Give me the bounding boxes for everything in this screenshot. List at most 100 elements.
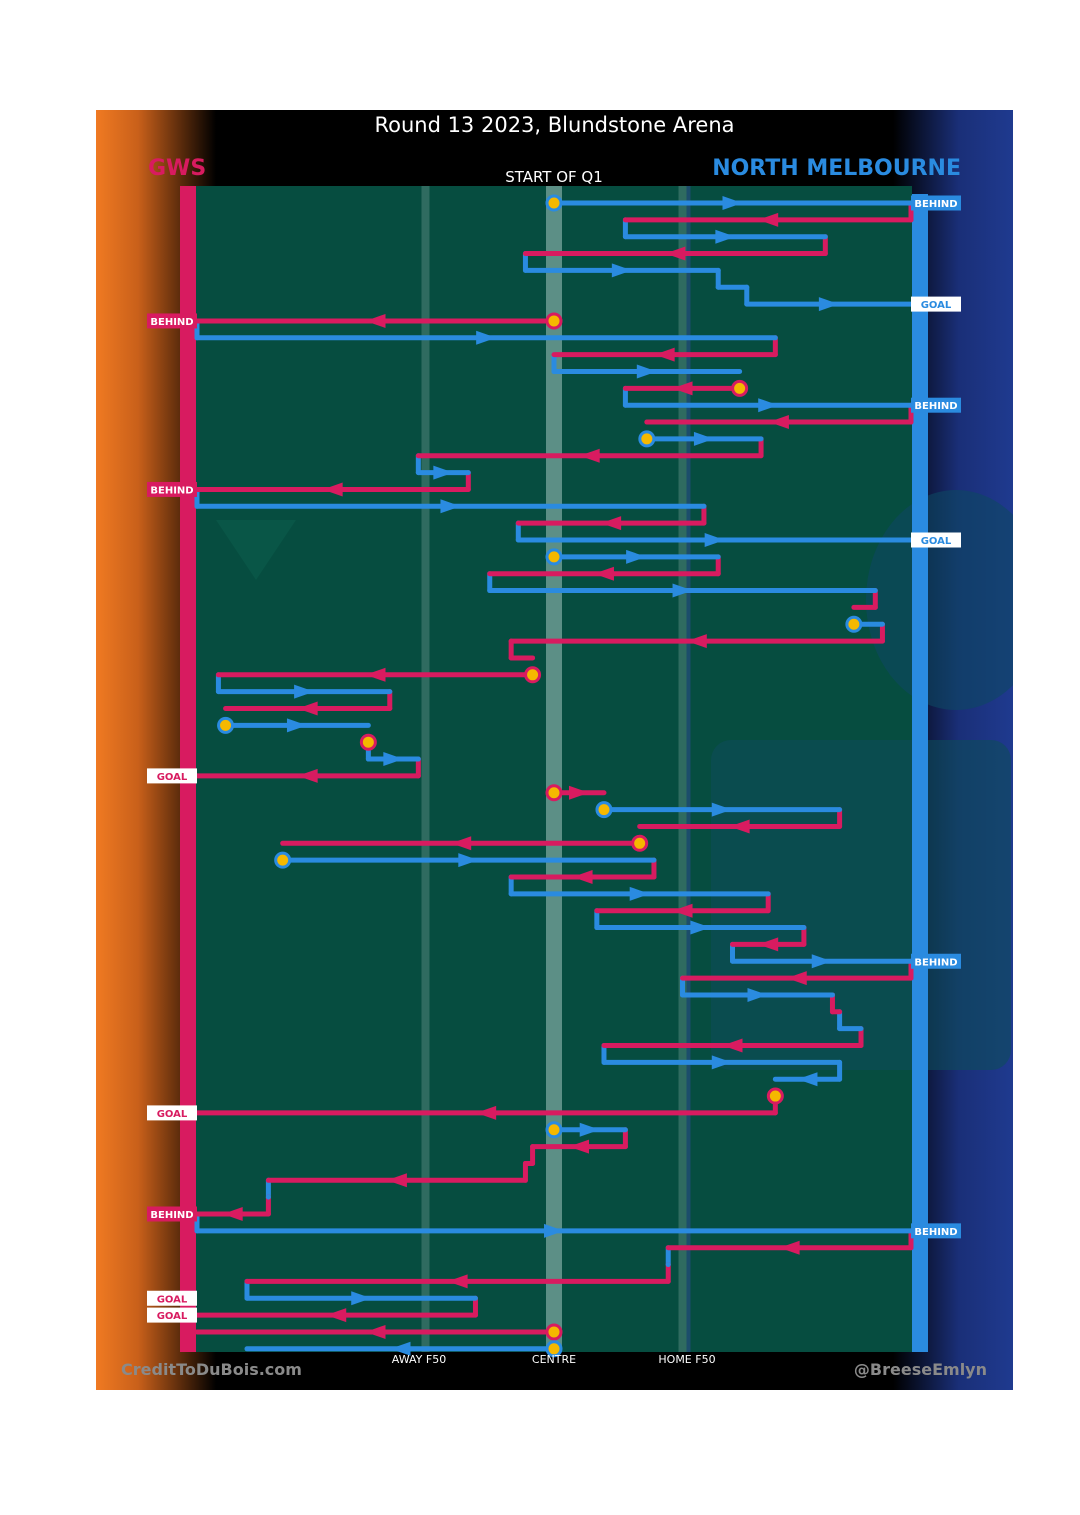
score-badge-label: BEHIND <box>914 401 957 412</box>
score-badge-box <box>911 296 961 312</box>
score-badge-behind: BEHIND <box>147 313 197 329</box>
credit-left: CreditToDuBois.com <box>121 1360 302 1379</box>
direction-arrow <box>672 381 693 396</box>
score-badge-box <box>147 313 197 329</box>
score-badge-label: BEHIND <box>914 957 957 968</box>
score-badge-goal: GOAL <box>147 768 197 784</box>
team-right-name: NORTH MELBOURNE <box>712 156 961 181</box>
score-badge-label: GOAL <box>157 1311 188 1322</box>
direction-arrow <box>458 853 479 868</box>
stoppage-marker <box>731 379 749 397</box>
centre-label: CENTRE <box>531 1353 577 1366</box>
direction-arrow <box>390 1341 411 1356</box>
direction-arrow <box>294 684 315 699</box>
direction-arrow <box>758 398 779 413</box>
stoppage-marker <box>545 548 563 566</box>
home-f50-line <box>678 186 687 1352</box>
gws-watermark-mark <box>216 520 296 580</box>
home-f50-label: HOME F50 <box>658 1353 716 1366</box>
score-badge-box <box>147 1206 197 1222</box>
score-badge-box <box>911 1223 961 1239</box>
direction-arrow <box>451 836 472 851</box>
direction-arrow <box>654 347 675 362</box>
north-melbourne-end-bar <box>912 194 928 1352</box>
home-f50-line-edge <box>686 186 691 1352</box>
stoppage-marker <box>545 1323 563 1341</box>
chart-frame: BEHIND GOAL BEHIND BEHIND BEHIND GOAL GOAL BEHI… <box>96 110 1013 1390</box>
direction-arrow <box>297 768 318 783</box>
direction-arrow <box>690 920 711 935</box>
score-badge-label: GOAL <box>157 1294 188 1305</box>
away-f50-label: AWAY F50 <box>391 1353 447 1366</box>
stoppage-marker <box>638 430 656 448</box>
direction-arrow <box>786 971 807 986</box>
score-badge-goal: GOAL <box>911 296 961 312</box>
score-badge-box <box>147 481 197 497</box>
direction-arrow <box>693 431 714 446</box>
direction-arrow <box>365 313 386 328</box>
stoppage-marker <box>217 716 235 734</box>
direction-arrow <box>579 1122 600 1137</box>
north-watermark-shield <box>711 740 1011 1070</box>
direction-arrow <box>715 229 736 244</box>
score-badge-box <box>911 397 961 413</box>
direction-arrow <box>811 954 832 969</box>
direction-arrow <box>686 634 707 649</box>
north-watermark-kangaroo <box>866 490 1013 710</box>
direction-arrow <box>636 364 657 379</box>
direction-arrow <box>758 937 779 952</box>
score-badge-box <box>147 768 197 784</box>
stoppage-marker <box>545 194 563 212</box>
score-badge-label: GOAL <box>157 1109 188 1120</box>
direction-arrow <box>797 1072 818 1087</box>
direction-arrow <box>711 802 732 817</box>
direction-arrow <box>365 667 386 682</box>
direction-arrow <box>568 1139 589 1154</box>
score-badge-goal: GOAL <box>147 1290 197 1306</box>
direction-arrow <box>568 785 589 800</box>
chart-title: Round 13 2023, Blundstone Arena <box>374 113 735 137</box>
score-badge-box <box>911 532 961 548</box>
score-badge-behind: BEHIND <box>911 195 961 211</box>
stoppage-marker <box>631 834 649 852</box>
score-badge-box <box>147 1105 197 1121</box>
chain-chart: BEHIND GOAL BEHIND BEHIND BEHIND GOAL GOAL BEHI… <box>147 186 1013 1358</box>
direction-arrow <box>593 566 614 581</box>
stoppage-marker <box>595 801 613 819</box>
direction-arrow <box>779 1240 800 1255</box>
score-badge-label: GOAL <box>157 772 188 783</box>
direction-arrow <box>476 1105 497 1120</box>
direction-arrow <box>447 1274 468 1289</box>
away-f50-line <box>421 186 430 1352</box>
direction-arrow <box>611 263 632 278</box>
direction-arrow <box>440 499 461 514</box>
score-badge-label: BEHIND <box>914 1227 957 1238</box>
direction-arrow <box>672 583 693 598</box>
score-badge-behind: BEHIND <box>911 397 961 413</box>
score-badge-box <box>911 195 961 211</box>
direction-arrow <box>433 465 454 480</box>
direction-arrow <box>665 246 686 261</box>
direction-arrow <box>386 1173 407 1188</box>
score-badge-behind: BEHIND <box>147 1206 197 1222</box>
score-badge-label: BEHIND <box>150 1210 193 1221</box>
direction-arrow <box>629 886 650 901</box>
score-badge-label: BEHIND <box>914 199 957 210</box>
score-badge-goal: GOAL <box>911 532 961 548</box>
score-badge-goal: GOAL <box>147 1307 197 1323</box>
direction-arrow <box>351 1291 372 1306</box>
stoppage-marker <box>545 312 563 330</box>
stoppage-marker <box>274 851 292 869</box>
direction-arrow <box>297 701 318 716</box>
direction-arrow <box>768 415 789 430</box>
chain-lines <box>194 194 914 1358</box>
direction-arrow <box>322 482 343 497</box>
score-badge-label: BEHIND <box>150 485 193 496</box>
team-left-name: GWS <box>148 156 207 181</box>
score-badge-label: GOAL <box>921 300 952 311</box>
score-badge-label: BEHIND <box>150 317 193 328</box>
stoppage-marker <box>359 733 377 751</box>
direction-arrow <box>286 718 307 733</box>
start-of-quarter-label: START OF Q1 <box>505 168 603 186</box>
credit-right: @BreeseEmlyn <box>853 1360 987 1379</box>
